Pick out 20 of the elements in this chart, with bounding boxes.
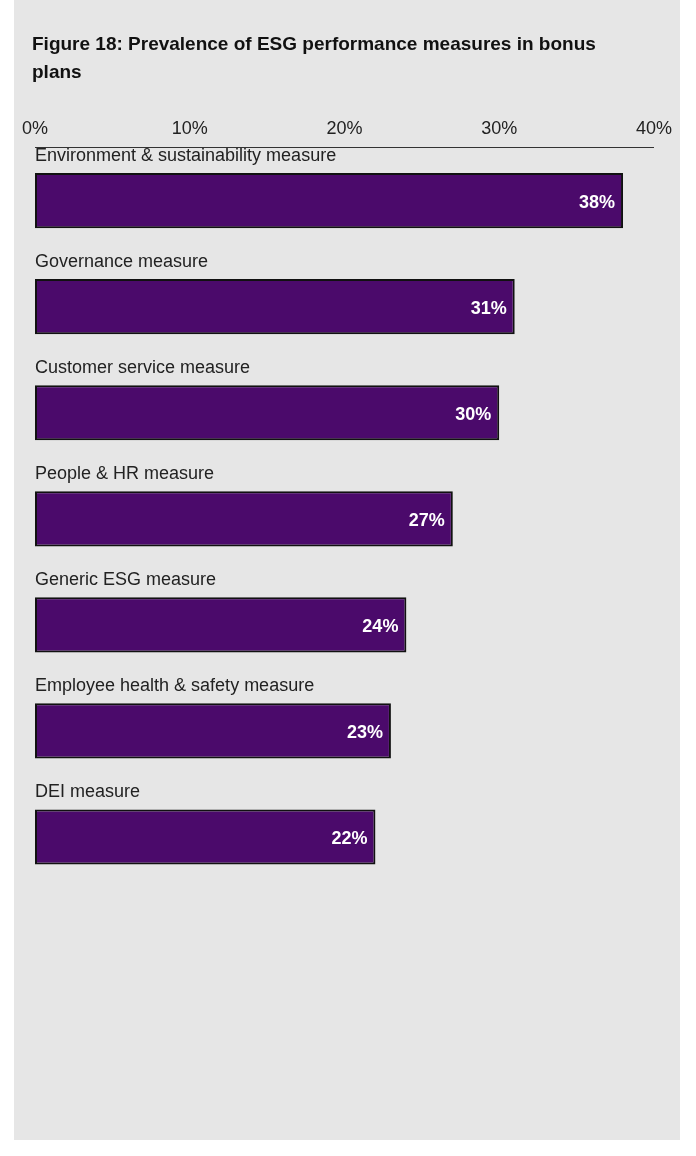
y-tick-label: Governance measure [35, 251, 209, 272]
data-label: 38% [579, 191, 616, 212]
x-tick-label: 20% [326, 117, 363, 138]
x-tick-label: 10% [171, 117, 208, 138]
data-label: 31% [470, 297, 507, 318]
data-label: 23% [346, 721, 383, 742]
y-tick-label: Employee health & safety measure [35, 675, 315, 696]
data-label: 24% [362, 615, 399, 636]
data-label: 27% [408, 509, 445, 530]
data-label: 30% [455, 403, 492, 424]
x-tick-label: 40% [635, 117, 672, 138]
chart-title: Figure 18: Prevalence of ESG performance measures in bonus plans [32, 32, 597, 84]
y-tick-label: DEI measure [35, 781, 141, 802]
y-tick-label: Environment & sustainability measure [35, 145, 337, 166]
y-tick-label: People & HR measure [35, 463, 215, 484]
x-tick-label: 30% [481, 117, 518, 138]
x-tick-label: 0% [22, 117, 49, 138]
data-label: 22% [331, 827, 368, 848]
y-tick-label: Customer service measure [35, 357, 251, 378]
y-tick-label: Generic ESG measure [35, 569, 217, 590]
